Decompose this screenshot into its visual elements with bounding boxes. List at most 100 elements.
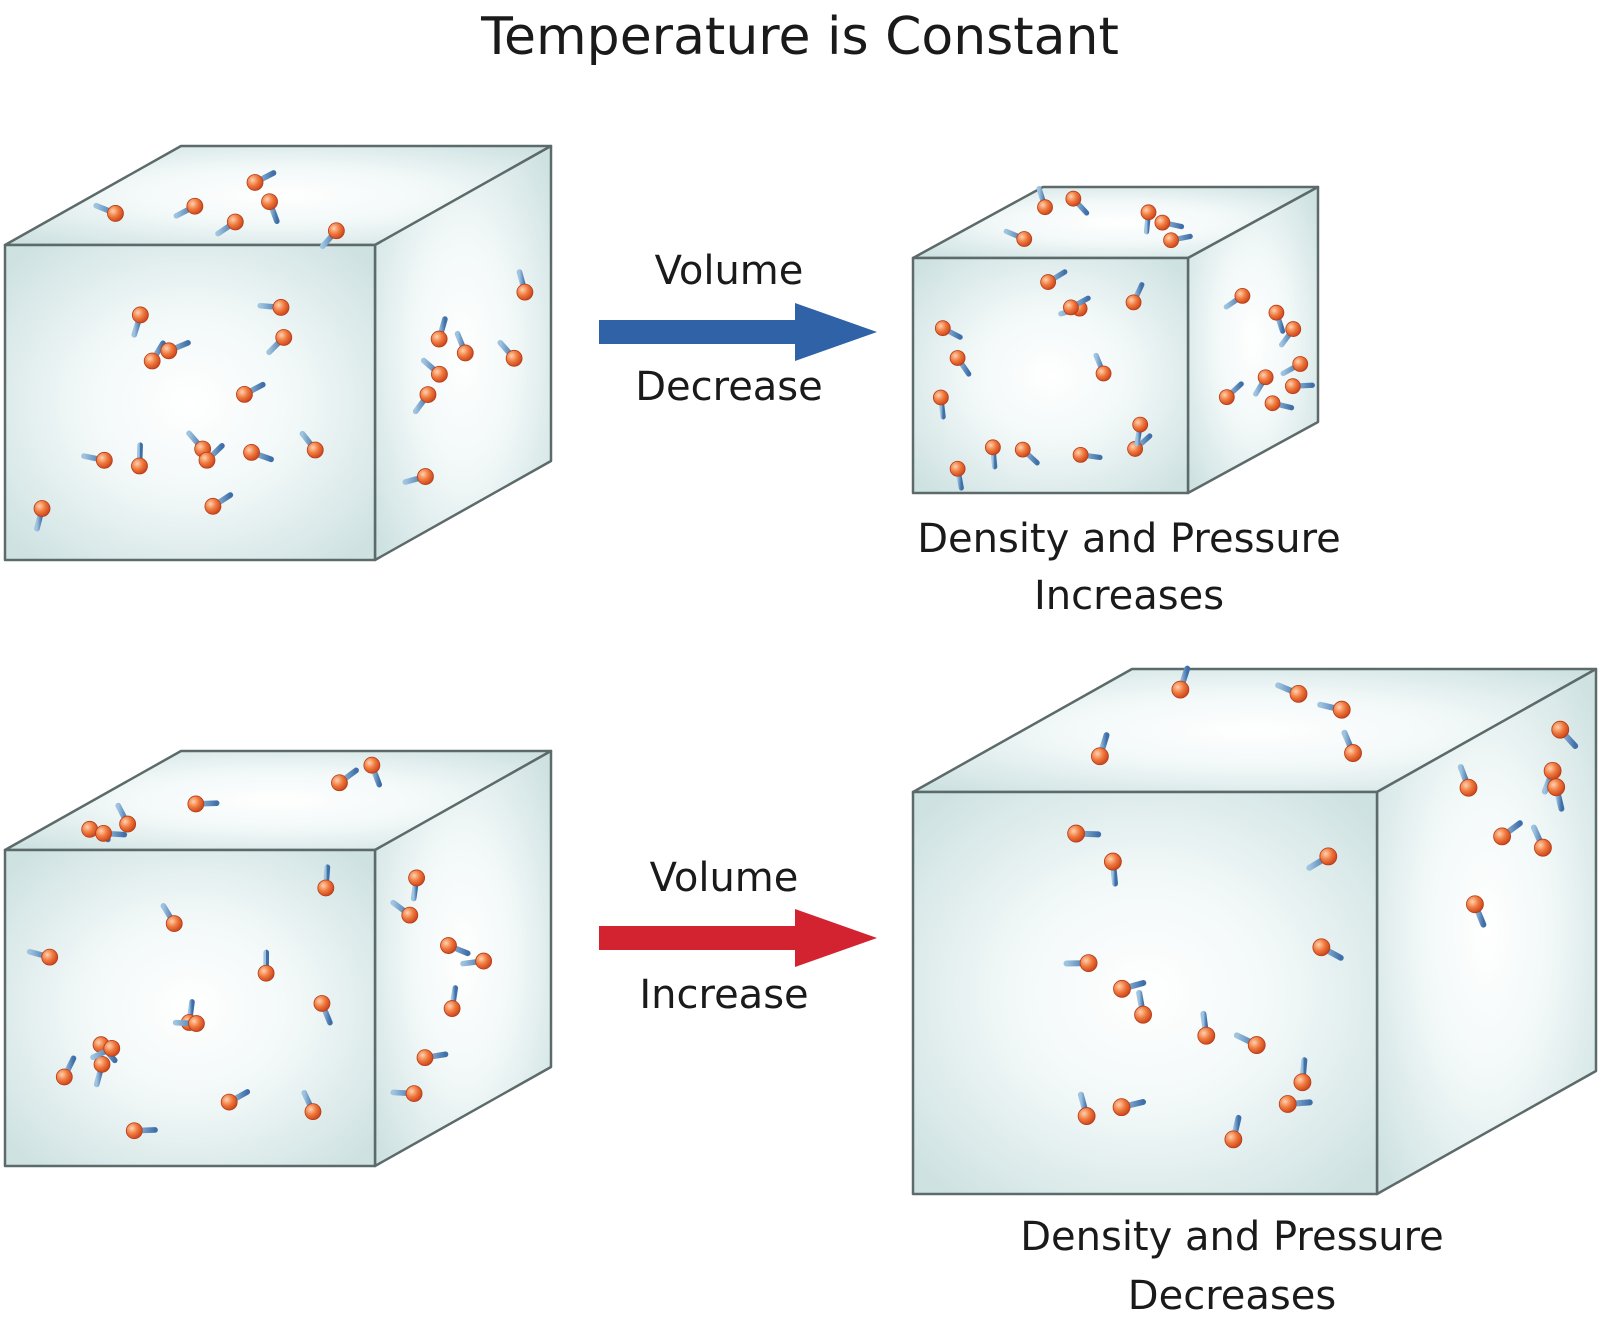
molecule xyxy=(1014,441,1031,458)
result-label: Density and Pressure xyxy=(917,516,1341,562)
molecule xyxy=(1134,1005,1152,1024)
molecule xyxy=(272,299,290,316)
molecule xyxy=(456,344,474,362)
molecule xyxy=(304,1103,322,1121)
arrow-label: Volume xyxy=(655,248,804,294)
molecule xyxy=(1125,294,1142,311)
molecule xyxy=(1459,778,1478,797)
molecule xyxy=(1016,231,1033,247)
molecule xyxy=(443,1000,461,1017)
molecule xyxy=(1112,1098,1131,1117)
molecule xyxy=(331,774,348,792)
result-label: Increases xyxy=(1034,573,1224,619)
molecule xyxy=(186,197,204,215)
molecule xyxy=(1551,720,1570,739)
molecule xyxy=(430,330,448,348)
molecule xyxy=(1278,1095,1297,1113)
molecule xyxy=(1268,304,1285,321)
cubes xyxy=(3,144,1598,1196)
molecule xyxy=(1312,938,1331,957)
molecule xyxy=(984,439,1001,456)
arrow-increase xyxy=(599,909,877,967)
molecule xyxy=(1284,378,1301,395)
molecule xyxy=(1103,852,1122,871)
molecule xyxy=(1072,446,1089,463)
molecule xyxy=(236,386,253,403)
molecule xyxy=(306,441,324,459)
molecule xyxy=(1319,847,1338,866)
molecule xyxy=(95,824,112,842)
molecule xyxy=(131,306,149,324)
molecule xyxy=(103,1039,121,1057)
molecule xyxy=(107,205,124,222)
molecule xyxy=(1197,1026,1216,1045)
molecule xyxy=(1113,979,1131,998)
molecule xyxy=(1547,778,1566,797)
molecule xyxy=(243,444,260,461)
molecule xyxy=(934,320,951,337)
molecule xyxy=(93,1055,111,1073)
title: Temperature is Constant xyxy=(480,7,1119,67)
molecule xyxy=(313,995,331,1012)
molecule xyxy=(1234,288,1251,304)
molecule xyxy=(1095,365,1112,382)
molecule xyxy=(125,1122,143,1140)
molecule xyxy=(327,222,345,240)
molecule xyxy=(119,815,137,833)
arrow-label: Decrease xyxy=(635,364,823,410)
molecule xyxy=(257,964,275,982)
arrow-label: Volume xyxy=(650,855,799,901)
molecule xyxy=(1257,369,1274,386)
molecule xyxy=(143,352,161,370)
molecule xyxy=(1037,199,1053,216)
molecule xyxy=(1293,1073,1312,1092)
molecule xyxy=(1218,389,1235,406)
molecule xyxy=(55,1068,73,1086)
molecule xyxy=(401,906,419,924)
molecule xyxy=(317,879,335,897)
molecule xyxy=(932,389,949,406)
molecule xyxy=(1264,395,1281,412)
cube xyxy=(3,144,553,562)
molecule xyxy=(220,1093,238,1111)
molecule xyxy=(516,283,534,301)
molecule xyxy=(419,386,437,403)
molecule xyxy=(949,460,966,477)
molecule xyxy=(187,795,205,813)
molecule xyxy=(1285,321,1302,337)
molecule xyxy=(1466,895,1484,914)
molecule xyxy=(165,915,183,932)
molecule xyxy=(1171,680,1190,699)
molecule xyxy=(1534,838,1552,857)
molecule xyxy=(1247,1036,1266,1054)
arrow-decrease xyxy=(599,303,877,361)
cube xyxy=(3,749,553,1168)
molecule xyxy=(505,349,523,367)
molecule xyxy=(1332,700,1351,719)
molecule xyxy=(1140,204,1157,221)
molecule xyxy=(204,497,222,515)
cube xyxy=(911,185,1320,495)
molecule xyxy=(363,756,381,774)
arrow-label: Increase xyxy=(639,972,808,1018)
molecule xyxy=(408,869,426,887)
molecule xyxy=(431,365,448,383)
molecule xyxy=(1079,954,1098,972)
molecule xyxy=(1224,1130,1243,1149)
molecule xyxy=(1040,274,1057,290)
molecule xyxy=(1292,356,1309,372)
molecule xyxy=(1154,214,1171,231)
molecule xyxy=(1163,232,1179,249)
cube-front xyxy=(3,243,377,562)
molecule xyxy=(1344,744,1362,762)
molecule xyxy=(405,1085,423,1103)
molecule xyxy=(246,174,264,191)
molecule xyxy=(1543,761,1562,780)
cube-front xyxy=(911,256,1190,495)
molecule xyxy=(226,213,244,231)
result-label: Decreases xyxy=(1128,1273,1336,1319)
molecule xyxy=(198,451,216,469)
molecule xyxy=(33,500,51,517)
molecule xyxy=(1090,747,1109,766)
